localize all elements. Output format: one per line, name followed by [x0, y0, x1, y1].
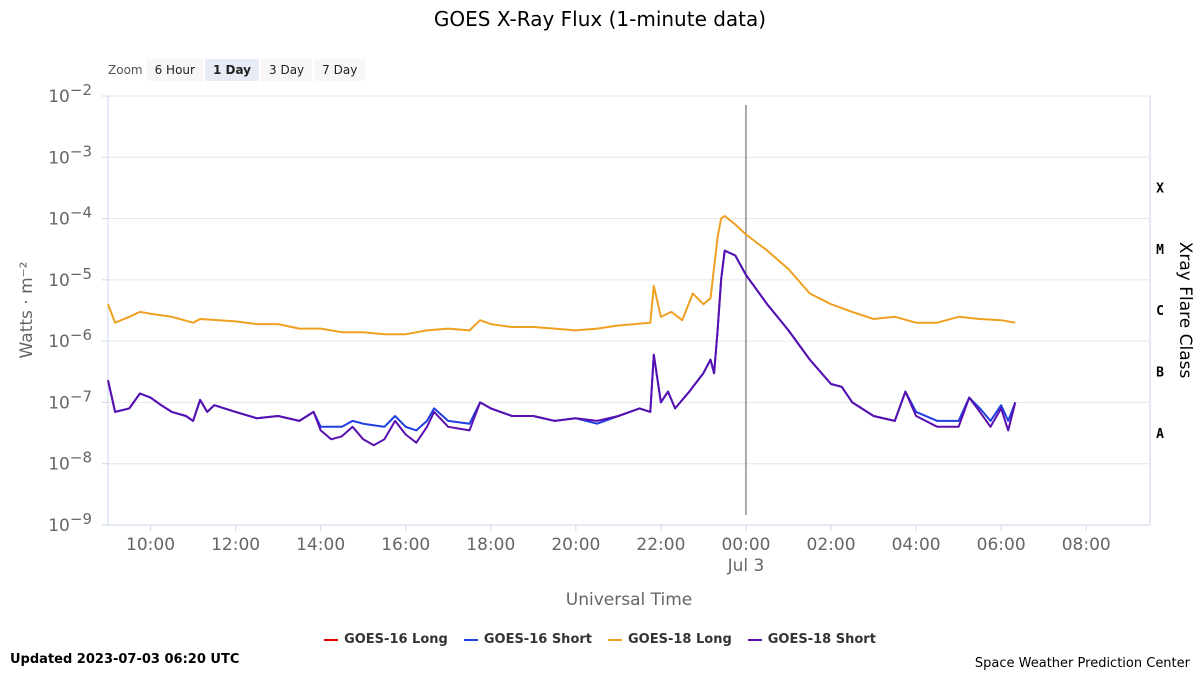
- updated-timestamp: Updated 2023-07-03 06:20 UTC: [10, 652, 240, 667]
- x-tick-label: 10:00: [126, 535, 175, 555]
- y-tick-label: 10−9: [48, 510, 92, 536]
- y-axis-title: Watts · m⁻²: [17, 262, 37, 359]
- x-tick-label: 18:00: [466, 535, 515, 555]
- y-tick-label: 10−8: [48, 449, 92, 475]
- x-tick-label: 06:00: [977, 535, 1026, 555]
- y-tick-label: 10−4: [48, 204, 92, 230]
- y-tick-label: 10−7: [48, 387, 92, 413]
- zoom-1-day-button[interactable]: 1 Day: [204, 59, 259, 81]
- x-tick-label: 02:00: [807, 535, 856, 555]
- y-tick-label: 10−2: [48, 81, 92, 107]
- x-tick-label: 00:00: [721, 535, 770, 555]
- zoom-3-day-button[interactable]: 3 Day: [261, 59, 313, 81]
- flare-class-label: A: [1156, 427, 1164, 442]
- legend-label: GOES-16 Long: [344, 632, 448, 647]
- zoom-6-hour-button[interactable]: 6 Hour: [146, 59, 203, 81]
- plot-area: [108, 96, 1150, 525]
- y-tick-label: 10−5: [48, 265, 92, 291]
- x-axis-title: Universal Time: [566, 590, 692, 610]
- x-tick-label: 20:00: [551, 535, 600, 555]
- flare-class-label: B: [1156, 365, 1164, 380]
- flare-class-label: X: [1156, 182, 1164, 197]
- legend-swatch: [747, 638, 762, 641]
- x-tick-label: 22:00: [636, 535, 685, 555]
- x-tick-label: 14:00: [296, 535, 345, 555]
- legend-swatch: [608, 638, 622, 641]
- series-line-goes-18-long: [107, 215, 1016, 336]
- legend-label: GOES-18 Long: [628, 632, 732, 647]
- x-tick-label: 08:00: [1062, 535, 1111, 555]
- zoom-7-day-button[interactable]: 7 Day: [314, 59, 366, 81]
- legend-swatch: [324, 638, 339, 641]
- legend-item-goes18-long[interactable]: GOES-18 Long: [608, 632, 732, 647]
- flare-class-axis-title: Xray Flare Class: [1175, 242, 1195, 379]
- x-date-label: Jul 3: [727, 556, 765, 576]
- legend-item-goes16-short[interactable]: GOES-16 Short: [463, 632, 592, 647]
- zoom-control: Zoom 6 Hour 1 Day 3 Day 7 Day: [108, 59, 367, 81]
- y-tick-label: 10−3: [48, 142, 92, 168]
- x-tick-label: 16:00: [381, 535, 430, 555]
- legend-item-goes18-short[interactable]: GOES-18 Short: [747, 632, 876, 647]
- x-tick-label: 04:00: [892, 535, 941, 555]
- legend-label: GOES-16 Short: [483, 632, 592, 647]
- chart-legend: GOES-16 Long GOES-16 Short GOES-18 Long …: [0, 632, 1200, 647]
- chart-title: GOES X-Ray Flux (1-minute data): [434, 7, 766, 31]
- y-tick-label: 10−6: [48, 326, 92, 352]
- flare-class-label: C: [1156, 304, 1164, 319]
- legend-item-goes16-long[interactable]: GOES-16 Long: [324, 632, 448, 647]
- zoom-label: Zoom: [108, 63, 143, 77]
- credit-text: Space Weather Prediction Center: [974, 656, 1190, 671]
- flare-class-label: M: [1156, 243, 1164, 258]
- series-line-goes-18-short: [107, 249, 1017, 447]
- legend-swatch: [463, 638, 478, 641]
- legend-label: GOES-18 Short: [767, 632, 876, 647]
- x-tick-label: 12:00: [211, 535, 260, 555]
